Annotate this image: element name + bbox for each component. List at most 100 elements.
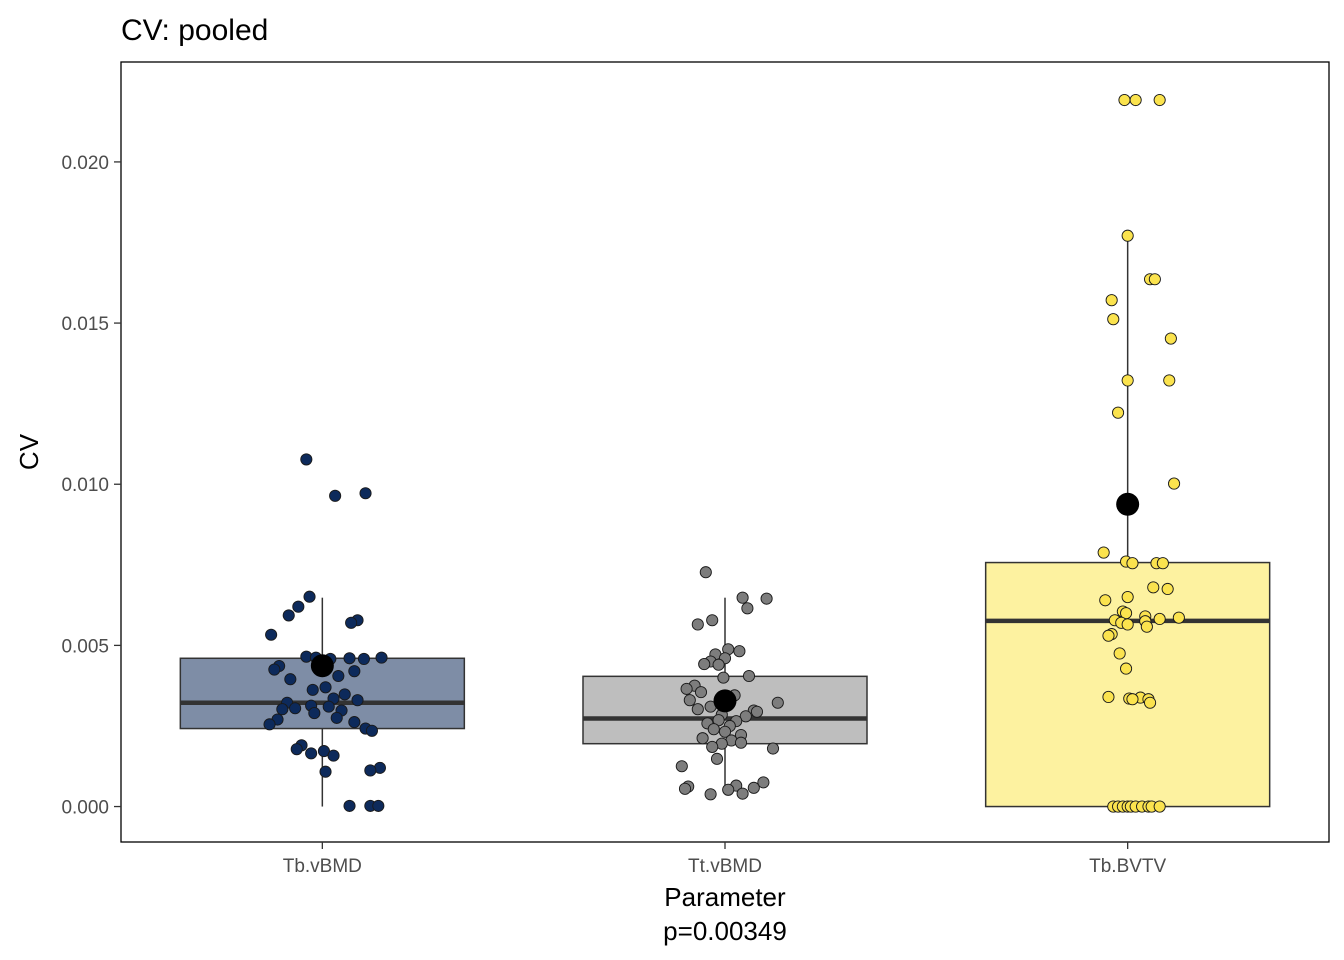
- data-point: [750, 705, 764, 718]
- data-point: [1102, 690, 1115, 704]
- data-point: [699, 566, 712, 579]
- data-point: [1121, 590, 1134, 604]
- data-point: [1153, 612, 1166, 626]
- mean-point: [310, 654, 334, 678]
- data-point: [1099, 594, 1112, 607]
- data-point: [268, 663, 281, 676]
- data-point: [1113, 647, 1126, 660]
- data-point: [372, 799, 385, 812]
- x-tick-label: Tt.vBMD: [688, 856, 762, 877]
- data-point: [365, 724, 378, 737]
- y-tick-label: 0.020: [61, 153, 109, 174]
- data-point: [265, 628, 278, 641]
- mean-point: [713, 689, 737, 713]
- data-point: [712, 658, 725, 671]
- data-point: [696, 732, 709, 745]
- p-value-label: p=0.00349: [663, 916, 787, 946]
- data-point: [1126, 693, 1139, 706]
- y-tick-label: 0.010: [61, 475, 109, 496]
- points-layer: [263, 93, 1185, 813]
- means-layer: [310, 492, 1140, 713]
- data-point: [282, 609, 295, 622]
- data-point: [1107, 313, 1120, 326]
- data-point: [1148, 273, 1161, 286]
- data-point: [717, 671, 730, 684]
- data-point: [1120, 662, 1133, 675]
- data-point: [332, 669, 345, 683]
- data-point: [706, 740, 719, 753]
- data-point: [691, 618, 704, 631]
- data-point: [704, 788, 717, 801]
- data-point: [1140, 620, 1153, 633]
- data-point: [734, 736, 748, 749]
- data-point: [375, 651, 388, 664]
- data-point: [1105, 294, 1118, 307]
- data-point: [357, 652, 370, 665]
- data-point: [1121, 374, 1134, 387]
- x-tick-label: Tb.vBMD: [283, 856, 362, 877]
- box-tb-bvtv: [984, 561, 1271, 808]
- y-axis: 0.000 0.005 0.010 0.015 0.020: [61, 153, 121, 819]
- data-point: [1118, 93, 1131, 107]
- data-point: [329, 489, 342, 502]
- data-point: [1161, 582, 1174, 596]
- data-point: [760, 592, 773, 605]
- data-point: [327, 749, 340, 762]
- y-tick-label: 0.000: [61, 798, 109, 819]
- data-point: [1163, 374, 1176, 387]
- data-point: [322, 700, 335, 713]
- data-point: [1121, 618, 1134, 631]
- y-tick-label: 0.005: [61, 636, 109, 657]
- data-point: [359, 487, 372, 500]
- data-point: [1156, 557, 1169, 570]
- data-point: [319, 681, 332, 694]
- data-point: [706, 614, 719, 627]
- data-point: [338, 688, 351, 701]
- data-point: [343, 652, 356, 665]
- data-point: [1097, 546, 1110, 559]
- data-point: [1153, 93, 1166, 107]
- chart-title: CV: pooled: [121, 14, 268, 47]
- data-point: [348, 665, 361, 678]
- data-point: [305, 747, 318, 760]
- data-point: [718, 725, 732, 738]
- data-point: [757, 776, 770, 789]
- data-point: [364, 764, 377, 777]
- data-point: [319, 765, 332, 778]
- data-point: [1102, 629, 1115, 642]
- data-point: [1126, 557, 1139, 570]
- data-point: [348, 716, 361, 729]
- data-point: [263, 718, 276, 731]
- data-point: [284, 673, 297, 686]
- data-point: [343, 799, 356, 812]
- data-point: [742, 669, 756, 683]
- mean-point: [1116, 492, 1140, 516]
- data-point: [1164, 332, 1177, 345]
- data-point: [1129, 93, 1142, 107]
- data-point: [1147, 581, 1160, 594]
- data-point: [1112, 406, 1125, 419]
- data-point: [722, 783, 735, 796]
- data-point: [1172, 611, 1185, 624]
- data-point: [1121, 229, 1134, 242]
- data-point: [680, 682, 693, 695]
- y-axis-title: CV: [14, 433, 44, 470]
- data-point: [289, 702, 302, 715]
- data-point: [303, 590, 316, 603]
- data-point: [710, 752, 724, 765]
- data-point: [276, 703, 289, 716]
- data-point: [694, 686, 708, 699]
- x-tick-label: Tb.BVTV: [1089, 856, 1166, 877]
- data-point: [733, 645, 746, 658]
- data-point: [766, 742, 780, 755]
- x-axis-title: Parameter: [664, 882, 786, 912]
- data-point: [306, 683, 319, 696]
- data-point: [736, 787, 749, 800]
- data-point: [330, 711, 343, 724]
- data-point: [691, 703, 704, 716]
- data-point: [1153, 800, 1166, 813]
- x-axis: Tb.vBMD Tt.vBMD Tb.BVTV: [283, 842, 1167, 877]
- data-point: [678, 782, 692, 795]
